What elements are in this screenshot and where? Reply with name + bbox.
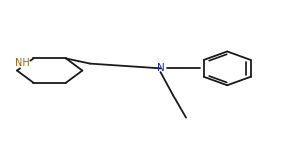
- Text: NH: NH: [15, 58, 30, 68]
- Text: N: N: [156, 63, 164, 73]
